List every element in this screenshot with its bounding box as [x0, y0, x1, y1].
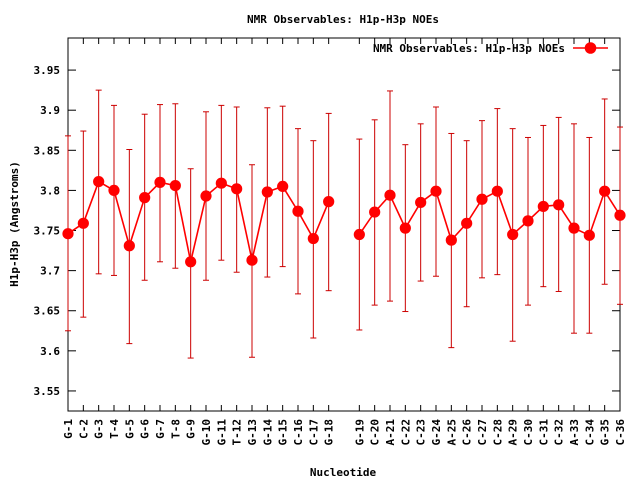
data-point — [323, 196, 335, 208]
data-point — [599, 185, 611, 197]
data-point — [507, 228, 519, 241]
data-point — [307, 232, 319, 245]
data-point — [215, 177, 227, 189]
data-point — [62, 228, 74, 240]
data-point — [614, 209, 626, 221]
data-point — [399, 222, 411, 234]
y-tick-label: 3.55 — [34, 385, 61, 398]
x-tick-label: C-16 — [292, 419, 305, 446]
y-tick-label: 3.65 — [34, 305, 61, 318]
y-tick-label: 3.85 — [34, 144, 61, 157]
legend: NMR Observables: H1p-H3p NOEs — [373, 42, 608, 55]
x-tick-label: C-31 — [537, 419, 550, 446]
x-tick-label: T-4 — [108, 419, 121, 439]
data-point — [77, 217, 89, 229]
x-tick-label: G-7 — [154, 419, 167, 439]
data-point — [123, 240, 135, 252]
y-tick-label: 3.7 — [40, 265, 60, 278]
data-point — [522, 215, 534, 227]
y-tick-label: 3.9 — [40, 104, 60, 117]
x-axis-label: Nucleotide — [310, 466, 377, 479]
data-point — [139, 192, 151, 204]
x-tick-label: G-14 — [261, 419, 274, 446]
data-point — [553, 199, 565, 211]
x-tick-label: C-34 — [583, 419, 596, 446]
x-tick-label: G-10 — [200, 419, 213, 446]
y-axis-label: H1p-H3p (Angstroms) — [8, 161, 21, 287]
x-tick-label: G-13 — [246, 419, 259, 446]
x-tick-label: C-23 — [415, 419, 428, 446]
x-tick-label: G-15 — [277, 419, 290, 446]
data-point — [476, 193, 488, 205]
x-tick-label: C-28 — [491, 419, 504, 446]
x-tick-label: C-22 — [399, 419, 412, 446]
data-point — [169, 179, 181, 192]
x-tick-label: G-3 — [93, 419, 106, 439]
x-tick-label: A-33 — [568, 419, 581, 446]
x-tick-label: T-8 — [169, 419, 182, 439]
x-tick-label: C-27 — [476, 419, 489, 446]
y-tick-label: 3.8 — [40, 184, 60, 197]
data-point — [369, 206, 381, 218]
data-point — [537, 200, 549, 213]
x-tick-label: G-6 — [139, 419, 152, 439]
x-tick-label: G-35 — [599, 419, 612, 446]
x-tick-label: C-2 — [77, 419, 90, 439]
plot-frame — [67, 37, 621, 412]
chart-title: NMR Observables: H1p-H3p NOEs — [247, 13, 439, 26]
x-tick-label: G-1 — [62, 419, 75, 439]
series-line — [358, 189, 621, 242]
data-point — [261, 186, 273, 198]
data-point — [200, 190, 212, 202]
data-point — [583, 229, 595, 241]
x-axis-ticks: G-1 C-2 G-3 T-4 G-5 G-6 G-7 T-8 G-9 G-10 G-11 T-12 G… — [62, 38, 627, 446]
data-point — [108, 184, 120, 197]
x-tick-label: T-12 — [231, 419, 244, 446]
x-tick-label: A-21 — [384, 419, 397, 446]
y-tick-label: 3.75 — [34, 225, 61, 238]
x-tick-label: C-20 — [369, 419, 382, 446]
series-nmr — [62, 89, 626, 359]
x-tick-label: C-32 — [553, 419, 566, 446]
legend-marker — [584, 42, 597, 54]
data-point — [353, 228, 365, 241]
x-tick-label: G-18 — [323, 419, 336, 446]
data-point — [292, 205, 304, 217]
x-tick-label: G-5 — [123, 419, 136, 439]
x-tick-label: G-11 — [215, 419, 228, 446]
x-tick-label: A-25 — [445, 419, 458, 446]
data-point — [246, 254, 258, 266]
data-point — [430, 185, 442, 197]
x-tick-label: C-30 — [522, 419, 535, 446]
legend-label: NMR Observables: H1p-H3p NOEs — [373, 42, 565, 55]
data-point — [415, 196, 427, 209]
data-point — [491, 185, 503, 197]
series-line — [67, 180, 330, 262]
data-point — [461, 217, 473, 229]
x-tick-label: C-17 — [307, 419, 320, 446]
data-point — [231, 183, 243, 195]
x-tick-label: A-29 — [507, 419, 520, 446]
x-tick-label: C-26 — [461, 419, 474, 446]
data-point — [277, 180, 289, 192]
data-point — [154, 176, 166, 188]
x-tick-label: C-36 — [614, 419, 627, 446]
x-tick-label: G-24 — [430, 419, 443, 446]
data-point — [568, 222, 580, 234]
data-point — [93, 175, 105, 188]
y-tick-label: 3.95 — [34, 64, 61, 77]
data-point — [384, 189, 396, 201]
data-point — [445, 234, 457, 246]
y-tick-label: 3.6 — [40, 345, 60, 358]
x-tick-label: G-9 — [185, 419, 198, 439]
y-axis-ticks: 3.55 3.6 3.65 3.7 3.75 3.8 3.85 3.9 3.95 — [34, 64, 620, 398]
x-tick-label: G-19 — [353, 419, 366, 446]
data-point — [185, 256, 197, 268]
